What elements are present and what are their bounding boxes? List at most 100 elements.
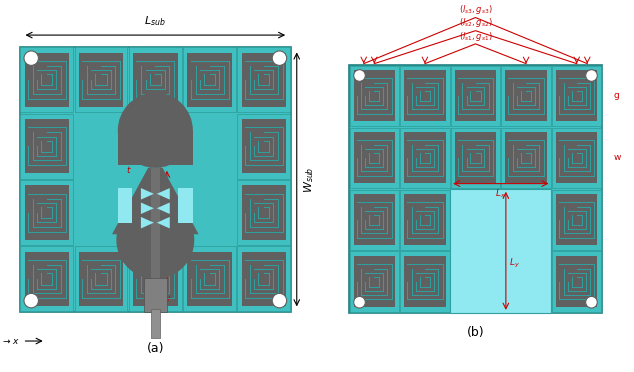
Bar [349,128,399,188]
Bar [354,132,395,183]
Bar [133,52,178,107]
Bar [238,114,290,179]
Bar [451,128,500,188]
Bar [404,195,446,245]
Bar [242,52,286,107]
Bar [451,65,500,126]
Bar [404,256,446,307]
Text: g: g [614,92,619,100]
Bar [188,52,232,107]
Bar [242,185,286,240]
Bar [20,180,73,245]
Bar [349,189,399,250]
Text: $L_{sub}$: $L_{sub}$ [145,14,166,28]
Bar [79,252,123,306]
Bar [501,128,551,188]
Circle shape [354,70,365,81]
Circle shape [117,201,194,279]
Text: $L_y$: $L_y$ [508,257,519,270]
Bar [25,52,69,107]
Bar [400,251,450,312]
Bar [349,65,602,313]
Bar [25,252,69,306]
Bar [501,65,551,126]
Bar [238,180,290,245]
Bar [450,189,552,313]
Bar [20,46,291,312]
Bar [25,185,69,240]
Bar [144,278,167,312]
Bar [552,128,602,188]
Text: $\rightarrow x$: $\rightarrow x$ [1,337,20,346]
Bar [151,168,160,283]
Bar [238,47,290,112]
Polygon shape [141,217,154,228]
Bar [354,70,395,121]
Bar [25,119,69,173]
Bar [129,247,182,311]
Text: $w_1$: $w_1$ [172,143,186,153]
Circle shape [24,294,39,308]
Bar [183,47,236,112]
Bar [20,47,73,112]
Bar [552,189,602,250]
Text: $W_{sub}$: $W_{sub}$ [302,166,316,193]
Bar [20,247,73,311]
Text: $(l_{s1}, g_{s1})$: $(l_{s1}, g_{s1})$ [458,29,493,42]
Text: w: w [614,153,621,163]
Bar [505,132,547,183]
Bar [400,65,450,126]
Bar [455,132,496,183]
Bar [75,47,127,112]
Bar [79,52,123,107]
Bar [183,247,236,311]
Text: (b): (b) [467,326,484,339]
Text: $t$: $t$ [126,164,133,175]
Text: $L_x$: $L_x$ [495,187,506,200]
Bar [242,119,286,173]
Bar [556,132,597,183]
Polygon shape [141,202,154,214]
Text: $l_1$: $l_1$ [170,195,178,207]
Circle shape [586,296,597,308]
Bar [354,256,395,307]
Text: (a): (a) [146,343,164,356]
Bar [552,65,602,126]
Bar [404,70,446,121]
Polygon shape [112,168,198,234]
Bar [556,256,597,307]
Circle shape [118,93,193,168]
Bar [556,195,597,245]
Bar [354,195,395,245]
Bar [404,132,446,183]
Bar [349,65,399,126]
Bar [188,252,232,306]
Bar [400,189,450,250]
Text: $(l_{s3}, g_{s3})$: $(l_{s3}, g_{s3})$ [458,3,493,16]
Bar [556,70,597,121]
Circle shape [24,51,39,65]
Circle shape [272,51,287,65]
Bar [178,188,193,223]
Polygon shape [141,188,154,200]
Circle shape [586,70,597,81]
Bar [151,309,160,338]
Bar [75,247,127,311]
Bar [552,251,602,312]
Bar [133,252,178,306]
Bar [505,70,547,121]
Polygon shape [157,188,170,200]
Bar [20,114,73,179]
Bar [455,70,496,121]
Text: $R$: $R$ [170,248,177,259]
Bar [400,128,450,188]
Bar [238,247,290,311]
Text: $(l_{s2}, g_{s2})$: $(l_{s2}, g_{s2})$ [458,16,493,29]
Bar [118,188,133,223]
Bar [349,251,399,312]
Polygon shape [157,202,170,214]
Circle shape [272,294,287,308]
Bar [118,130,193,165]
Bar [129,47,182,112]
Polygon shape [157,217,170,228]
